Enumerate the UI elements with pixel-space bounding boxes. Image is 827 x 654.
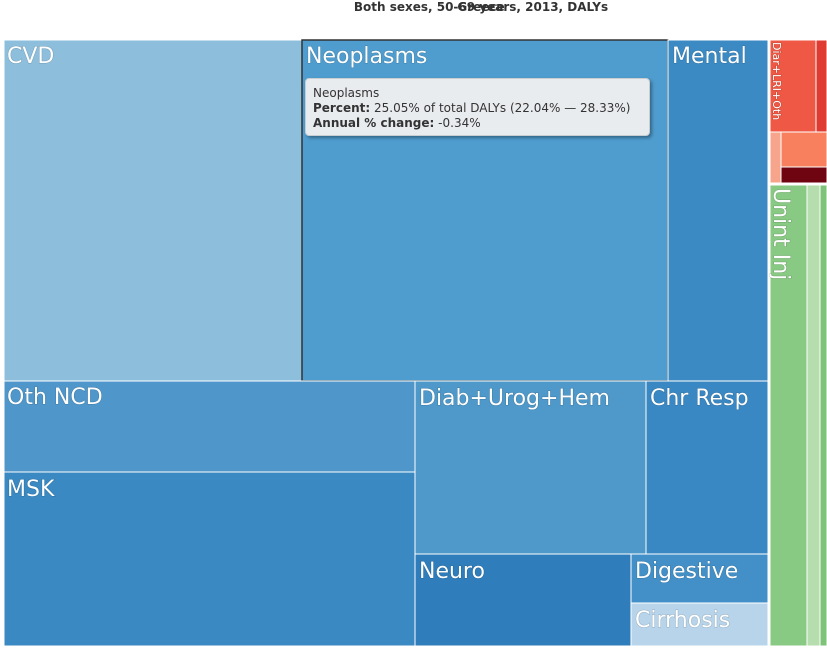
label-neuro: Neuro — [419, 559, 485, 584]
label-mental: Mental — [672, 44, 747, 69]
cell-red-small-3[interactable] — [780, 166, 827, 184]
cell-chr-resp[interactable] — [645, 380, 769, 555]
tooltip-percent-value: 25.05% of total DALYs (22.04% — 28.33%) — [374, 101, 631, 115]
cell-green-strip-2[interactable] — [819, 184, 827, 647]
cell-cvd[interactable] — [3, 39, 303, 382]
cell-red-small-1[interactable] — [769, 131, 782, 184]
cell-cirrhosis[interactable] — [630, 602, 769, 647]
label-diar-lri-oth: Diar+LRI+Oth — [770, 42, 783, 120]
cell-red-strip[interactable] — [815, 39, 827, 133]
label-unint-inj: Unint Inj — [768, 188, 793, 280]
tooltip-change-label: Annual % change: — [313, 116, 435, 130]
cell-msk[interactable] — [3, 471, 416, 647]
label-cvd: CVD — [7, 44, 54, 69]
cell-red-small-2[interactable] — [780, 131, 827, 168]
label-oth-ncd: Oth NCD — [7, 385, 103, 410]
tooltip-percent-label: Percent: — [313, 101, 371, 115]
tooltip-change-value: -0.34% — [438, 116, 481, 130]
cell-diab-urog-hem[interactable] — [414, 380, 647, 555]
chart-subtitle: Both sexes, 50-69 years, 2013, DALYs — [353, 0, 609, 14]
tooltip-name: Neoplasms — [313, 86, 380, 100]
label-digestive: Digestive — [635, 559, 738, 584]
cell-green-strip-1[interactable] — [806, 184, 821, 647]
cell-mental[interactable] — [667, 39, 769, 382]
label-diab-urog-hem: Diab+Urog+Hem — [419, 386, 610, 411]
label-msk: MSK — [7, 477, 55, 502]
cell-neuro[interactable] — [414, 553, 632, 647]
cell-digestive[interactable] — [630, 553, 769, 604]
cell-diar-lri-oth[interactable] — [769, 39, 817, 133]
label-neoplasms: Neoplasms — [306, 44, 427, 69]
cell-oth-ncd[interactable] — [3, 380, 416, 473]
tooltip-percent-row: Percent: 25.05% of total DALYs (22.04% —… — [313, 101, 642, 116]
label-chr-resp: Chr Resp — [650, 386, 749, 411]
tooltip: Neoplasms Percent: 25.05% of total DALYs… — [305, 78, 650, 136]
chart-title: Greece — [457, 0, 505, 14]
label-cirrhosis: Cirrhosis — [635, 608, 730, 633]
tooltip-change-row: Annual % change: -0.34% — [313, 116, 642, 131]
